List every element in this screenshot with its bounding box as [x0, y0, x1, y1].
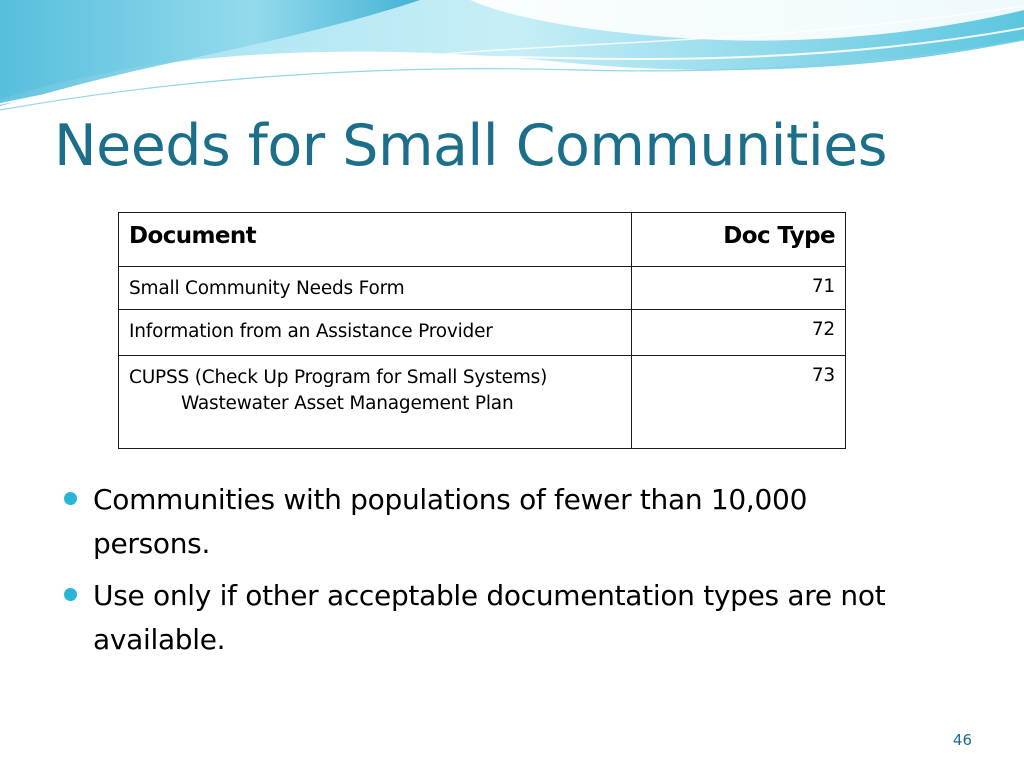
- wave-line-2: [0, 39, 1024, 111]
- document-name: CUPSS (Check Up Program for Small System…: [129, 367, 548, 388]
- page-number: 46: [952, 731, 972, 749]
- document-name: Information from an Assistance Provider: [129, 321, 493, 342]
- header-wave-decoration: [0, 0, 1024, 111]
- table-row: CUPSS (Check Up Program for Small System…: [118, 355, 846, 449]
- document-name: Small Community Needs Form: [129, 278, 405, 299]
- document-cell: Information from an Assistance Provider: [118, 309, 632, 356]
- wave-left: [0, 0, 420, 106]
- bullet-text: Use only if other acceptable documentati…: [93, 579, 886, 656]
- column-header-doc-type: Doc Type: [631, 212, 846, 267]
- wave-line-3: [379, 5, 1024, 61]
- table-row: Small Community Needs Form 71: [118, 266, 846, 310]
- slide-title: Needs for Small Communities: [54, 113, 887, 179]
- bullet-item: Communities with populations of fewer th…: [64, 478, 904, 566]
- bullet-list: Communities with populations of fewer th…: [64, 478, 904, 670]
- document-name-continued: Wastewater Asset Management Plan: [181, 393, 514, 414]
- column-header-document: Document: [118, 212, 632, 267]
- document-cell: CUPSS (Check Up Program for Small System…: [118, 355, 632, 449]
- table-header-row: Document Doc Type: [118, 212, 846, 267]
- bullet-dot-icon: [64, 492, 77, 505]
- doc-type-cell: 71: [631, 266, 846, 310]
- bullet-text: Communities with populations of fewer th…: [93, 483, 808, 560]
- doc-type-cell: 72: [631, 309, 846, 356]
- document-table: Document Doc Type Small Community Needs …: [118, 212, 846, 449]
- bullet-item: Use only if other acceptable documentati…: [64, 574, 904, 662]
- wave-line-1: [0, 27, 1024, 105]
- bullet-dot-icon: [64, 588, 77, 601]
- wave-front: [0, 0, 1024, 41]
- document-cell: Small Community Needs Form: [118, 266, 632, 310]
- doc-type-cell: 73: [631, 355, 846, 449]
- table-row: Information from an Assistance Provider …: [118, 309, 846, 356]
